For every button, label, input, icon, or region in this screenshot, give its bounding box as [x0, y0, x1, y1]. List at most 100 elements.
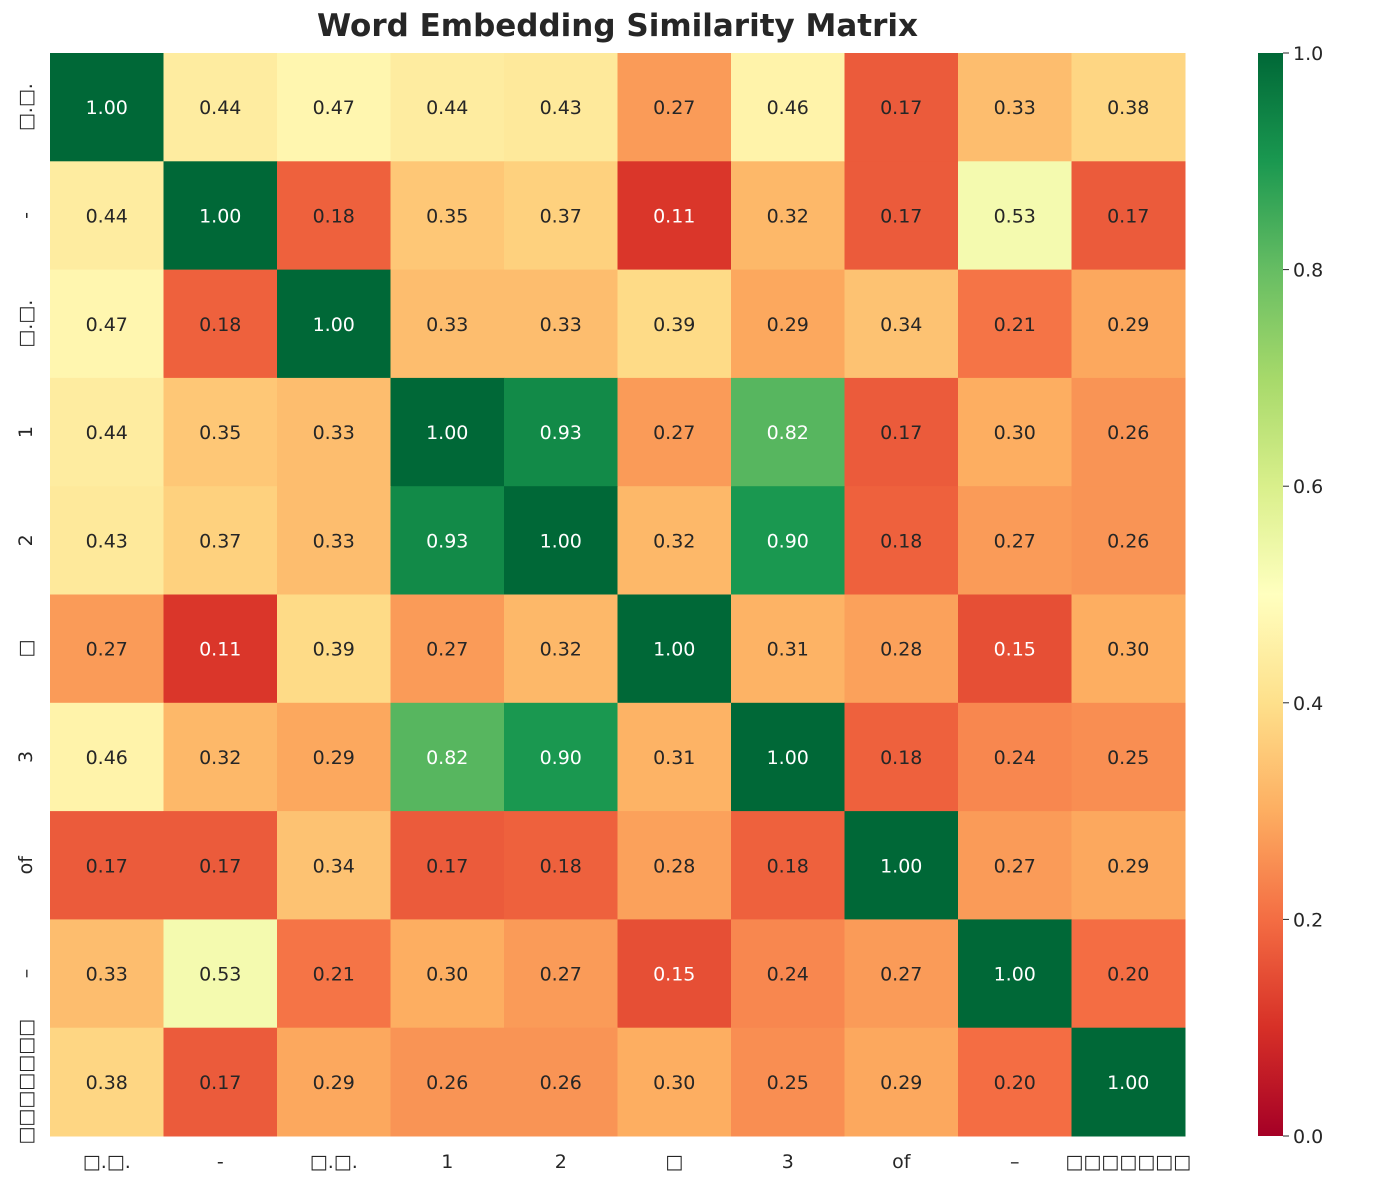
heatmap-cell: [844, 702, 959, 812]
heatmap-cell: [277, 269, 391, 379]
heatmap-cell: [277, 1027, 391, 1137]
cell-label: 0.93: [540, 422, 582, 444]
cell-label: 0.35: [199, 422, 241, 444]
x-tick-label: □□□□□□□: [1065, 1151, 1191, 1173]
heatmap-cell: [50, 269, 164, 379]
cell-label: 0.82: [767, 422, 809, 444]
cell-label: 0.37: [540, 205, 582, 227]
cell-label: 0.47: [86, 314, 128, 336]
heatmap-cell: [731, 1027, 845, 1137]
cell-label: 0.18: [313, 205, 355, 227]
y-tick-label: □: [15, 640, 37, 658]
heatmap-cell: [844, 53, 959, 162]
cell-label: 0.27: [426, 639, 468, 661]
heatmap-cell: [617, 702, 732, 812]
heatmap-cell: [617, 1027, 732, 1137]
colorbar-tick-label: 0.8: [1293, 260, 1323, 282]
cell-label: 0.30: [653, 1072, 695, 1094]
cell-label: 0.18: [767, 855, 809, 877]
cell-label: 0.17: [1107, 205, 1149, 227]
cell-label: 1.00: [540, 530, 582, 552]
cell-label: 0.39: [313, 639, 355, 661]
cell-label: 0.21: [994, 314, 1036, 336]
cell-label: 1.00: [199, 205, 241, 227]
heatmap-cell: [844, 377, 959, 487]
cell-label: 0.38: [86, 1072, 128, 1094]
cell-label: 0.17: [86, 855, 128, 877]
heatmap-cell: [617, 269, 732, 379]
x-tick-label: -: [217, 1151, 224, 1173]
cell-label: 0.39: [653, 314, 695, 336]
cell-label: 0.18: [880, 530, 922, 552]
cell-label: 1.00: [653, 639, 695, 661]
cell-label: 0.20: [1107, 964, 1149, 986]
heatmap-cell: [1071, 702, 1186, 812]
heatmap-cell: [50, 1027, 164, 1137]
heatmap-cell: [163, 702, 278, 812]
cell-label: 0.90: [767, 530, 809, 552]
heatmap-cell: [163, 161, 278, 271]
cell-label: 0.34: [880, 314, 922, 336]
heatmap-cell: [277, 377, 391, 487]
colorbar-tick-label: 0.2: [1293, 909, 1323, 931]
heatmap-cell: [504, 702, 618, 812]
heatmap-cell: [731, 702, 845, 812]
colorbar-tick-label: 1.0: [1293, 43, 1323, 65]
x-tick-label: 1: [441, 1151, 453, 1173]
heatmap-cell: [163, 377, 278, 487]
cell-label: 1.00: [767, 747, 809, 769]
cell-label: 0.11: [199, 639, 241, 661]
cell-label: 0.29: [1107, 314, 1149, 336]
cell-label: 0.33: [86, 964, 128, 986]
cell-label: 1.00: [426, 422, 468, 444]
heatmap-cell: [844, 919, 959, 1029]
cell-label: 0.29: [767, 314, 809, 336]
x-tick-label: 2: [555, 1151, 567, 1173]
heatmap-cell: [1071, 1027, 1186, 1137]
heatmap-cell: [390, 269, 505, 379]
colorbar-tick-label: 0.6: [1293, 476, 1323, 498]
heatmap-cell: [844, 269, 959, 379]
cell-label: 0.33: [313, 530, 355, 552]
heatmap-cell: [390, 486, 505, 595]
heatmap-cell: [390, 594, 505, 704]
heatmap-cell: [390, 702, 505, 812]
cell-label: 0.47: [313, 97, 355, 119]
heatmap-cell: [277, 161, 391, 271]
cell-label: 0.17: [880, 205, 922, 227]
y-tick-label: of: [15, 855, 37, 875]
y-tick-label: –: [15, 969, 37, 979]
heatmap-cell: [504, 269, 618, 379]
cell-label: 0.18: [199, 314, 241, 336]
heatmap-cell: [50, 594, 164, 704]
cell-label: 0.17: [880, 422, 922, 444]
y-tick-label: □.□.: [15, 83, 37, 131]
heatmap-cell: [390, 811, 505, 920]
cell-label: 0.53: [994, 205, 1036, 227]
heatmap-cell: [617, 161, 732, 271]
cell-label: 0.53: [199, 964, 241, 986]
cell-label: 0.24: [767, 964, 809, 986]
y-tick-label: □.□.: [15, 300, 37, 348]
heatmap-cell: [958, 1027, 1072, 1137]
heatmap-cell: [958, 594, 1072, 704]
x-tick-label: □: [665, 1151, 683, 1173]
heatmap-cell: [163, 486, 278, 595]
cell-label: 0.43: [540, 97, 582, 119]
cell-label: 0.90: [540, 747, 582, 769]
heatmap-cell: [844, 594, 959, 704]
cell-label: 0.93: [426, 530, 468, 552]
y-tick-label: 2: [15, 534, 37, 546]
heatmap-cell: [504, 1027, 618, 1137]
heatmap-cell: [50, 486, 164, 595]
heatmap-cell: [617, 53, 732, 162]
cell-label: 0.25: [1107, 747, 1149, 769]
y-tick-label: □□□□□□□: [15, 1019, 37, 1145]
heatmap-cell: [731, 269, 845, 379]
cell-label: 0.17: [199, 1072, 241, 1094]
heatmap-cell: [844, 811, 959, 920]
cell-label: 0.33: [426, 314, 468, 336]
cell-label: 0.24: [994, 747, 1036, 769]
cell-label: 0.32: [540, 639, 582, 661]
